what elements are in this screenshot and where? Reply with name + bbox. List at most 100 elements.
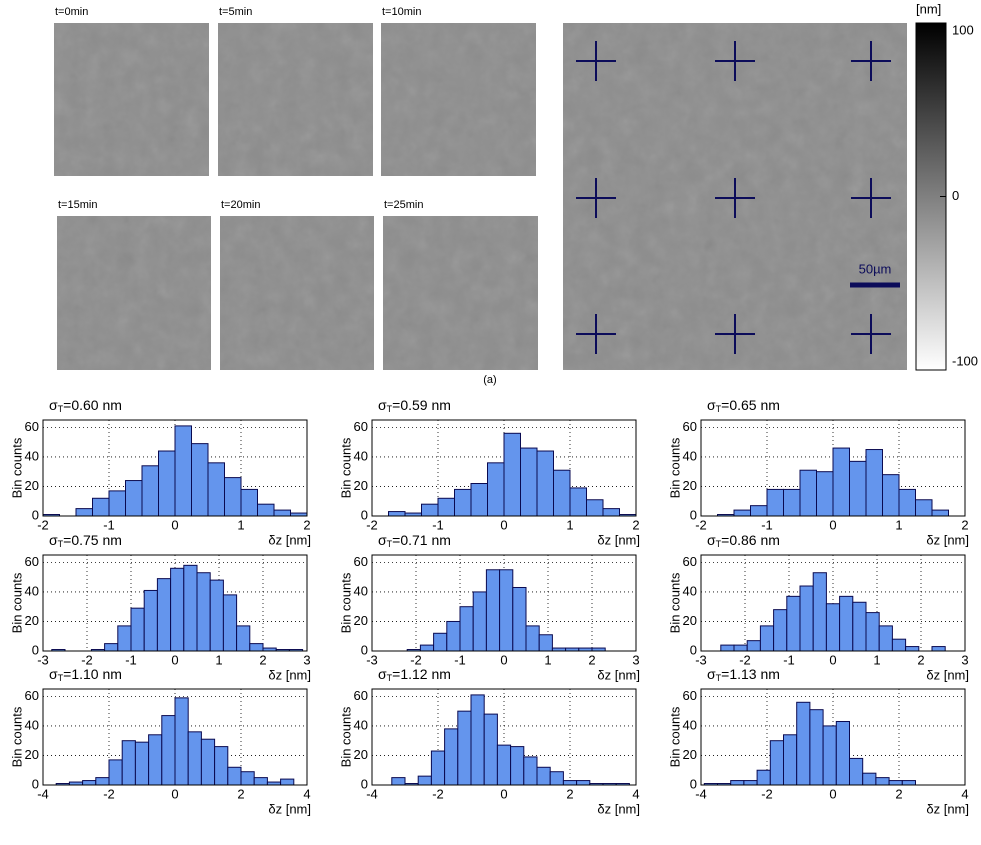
title-subscript: T: [387, 673, 393, 683]
bar: [227, 766, 242, 786]
bar: [257, 503, 275, 517]
y-tick-label: 20: [354, 747, 368, 762]
y-tick-label: 60: [683, 554, 697, 569]
y-tick-label: 0: [32, 776, 39, 791]
x-tick-label: -2: [81, 652, 93, 667]
x-axis-label: δz [nm]: [597, 801, 640, 816]
y-axis-label: Bin counts: [338, 572, 353, 633]
x-tick-label: -2: [410, 652, 422, 667]
y-tick-label: 40: [683, 583, 697, 598]
bar: [95, 777, 110, 786]
bar: [121, 740, 136, 786]
x-tick-label: -2: [37, 517, 49, 532]
bar: [822, 725, 837, 786]
bar: [905, 646, 920, 652]
x-tick-label: -1: [454, 652, 466, 667]
y-tick-label: 20: [354, 613, 368, 628]
bar: [569, 487, 587, 517]
y-tick-label: 40: [25, 583, 39, 598]
bar: [766, 488, 784, 517]
bar: [852, 601, 867, 652]
bar: [148, 734, 163, 786]
x-tick-label: -4: [695, 786, 707, 801]
title-subscript: T: [58, 673, 64, 683]
bar: [783, 488, 801, 517]
bar: [174, 697, 189, 786]
x-tick-label: 0: [829, 786, 836, 801]
chart-title: σT=0.71 nm: [378, 532, 451, 550]
bar: [236, 625, 251, 652]
bar: [769, 740, 784, 786]
bar: [773, 609, 788, 652]
chart-title: σT=1.13 nm: [707, 666, 780, 684]
bar: [536, 766, 551, 786]
bar: [733, 644, 748, 652]
title-text: =0.60 nm: [63, 397, 122, 413]
x-tick-label: 2: [588, 652, 595, 667]
x-tick-label: -2: [695, 517, 707, 532]
bar: [224, 477, 242, 517]
bar: [161, 715, 176, 786]
bar: [470, 694, 485, 786]
bar: [240, 771, 255, 786]
crosses: [576, 41, 891, 354]
title-subscript: T: [387, 539, 393, 549]
bar: [825, 603, 841, 652]
y-tick-label: 60: [354, 554, 368, 569]
bar: [437, 497, 455, 517]
x-tick-label: 2: [895, 786, 902, 801]
x-tick-label: 2: [632, 517, 639, 532]
title-symbol: σ: [378, 532, 387, 548]
title-text: =0.75 nm: [63, 532, 122, 548]
bar: [108, 759, 123, 786]
bar: [430, 750, 446, 786]
bar: [207, 462, 225, 517]
y-tick-label: 20: [683, 613, 697, 628]
x-tick-label: -3: [366, 652, 378, 667]
bar: [538, 634, 553, 652]
y-tick-label: 40: [354, 448, 368, 463]
bar: [759, 625, 775, 652]
y-tick-label: 60: [25, 688, 39, 703]
x-tick-label: 1: [566, 517, 573, 532]
y-axis-label: Bin counts: [9, 706, 24, 767]
bar: [158, 450, 176, 517]
x-tick-label: 1: [895, 517, 902, 532]
bar: [280, 778, 295, 786]
afm-texture: [57, 216, 211, 370]
y-tick-label: 60: [354, 419, 368, 434]
x-tick-label: 2: [917, 652, 924, 667]
bar: [485, 569, 501, 652]
y-tick-label: 0: [690, 507, 697, 522]
bar: [457, 710, 472, 786]
y-tick-label: 20: [25, 613, 39, 628]
bar: [92, 497, 110, 517]
x-tick-label: -2: [103, 786, 115, 801]
y-axis-label: Bin counts: [667, 706, 682, 767]
bar: [799, 469, 817, 517]
afm-texture: [54, 23, 209, 176]
afm-texture: [383, 216, 538, 370]
x-tick-label: -1: [761, 517, 773, 532]
bar: [783, 734, 798, 786]
y-tick-label: 60: [25, 554, 39, 569]
x-axis-label: δz [nm]: [926, 801, 969, 816]
bar: [240, 488, 258, 517]
bar: [862, 772, 877, 786]
x-tick-label: 4: [303, 786, 310, 801]
colorbar-tick-label: 100: [952, 22, 974, 37]
bar: [417, 775, 432, 786]
title-symbol: σ: [378, 397, 387, 413]
title-symbol: σ: [49, 532, 58, 548]
y-tick-label: 40: [25, 448, 39, 463]
y-tick-label: 20: [683, 478, 697, 493]
x-tick-label: -3: [37, 652, 49, 667]
x-axis-label: δz [nm]: [268, 801, 311, 816]
bar: [391, 777, 406, 786]
x-axis-label: δz [nm]: [926, 667, 969, 682]
plot-frame: [371, 419, 637, 517]
bar: [196, 572, 211, 652]
